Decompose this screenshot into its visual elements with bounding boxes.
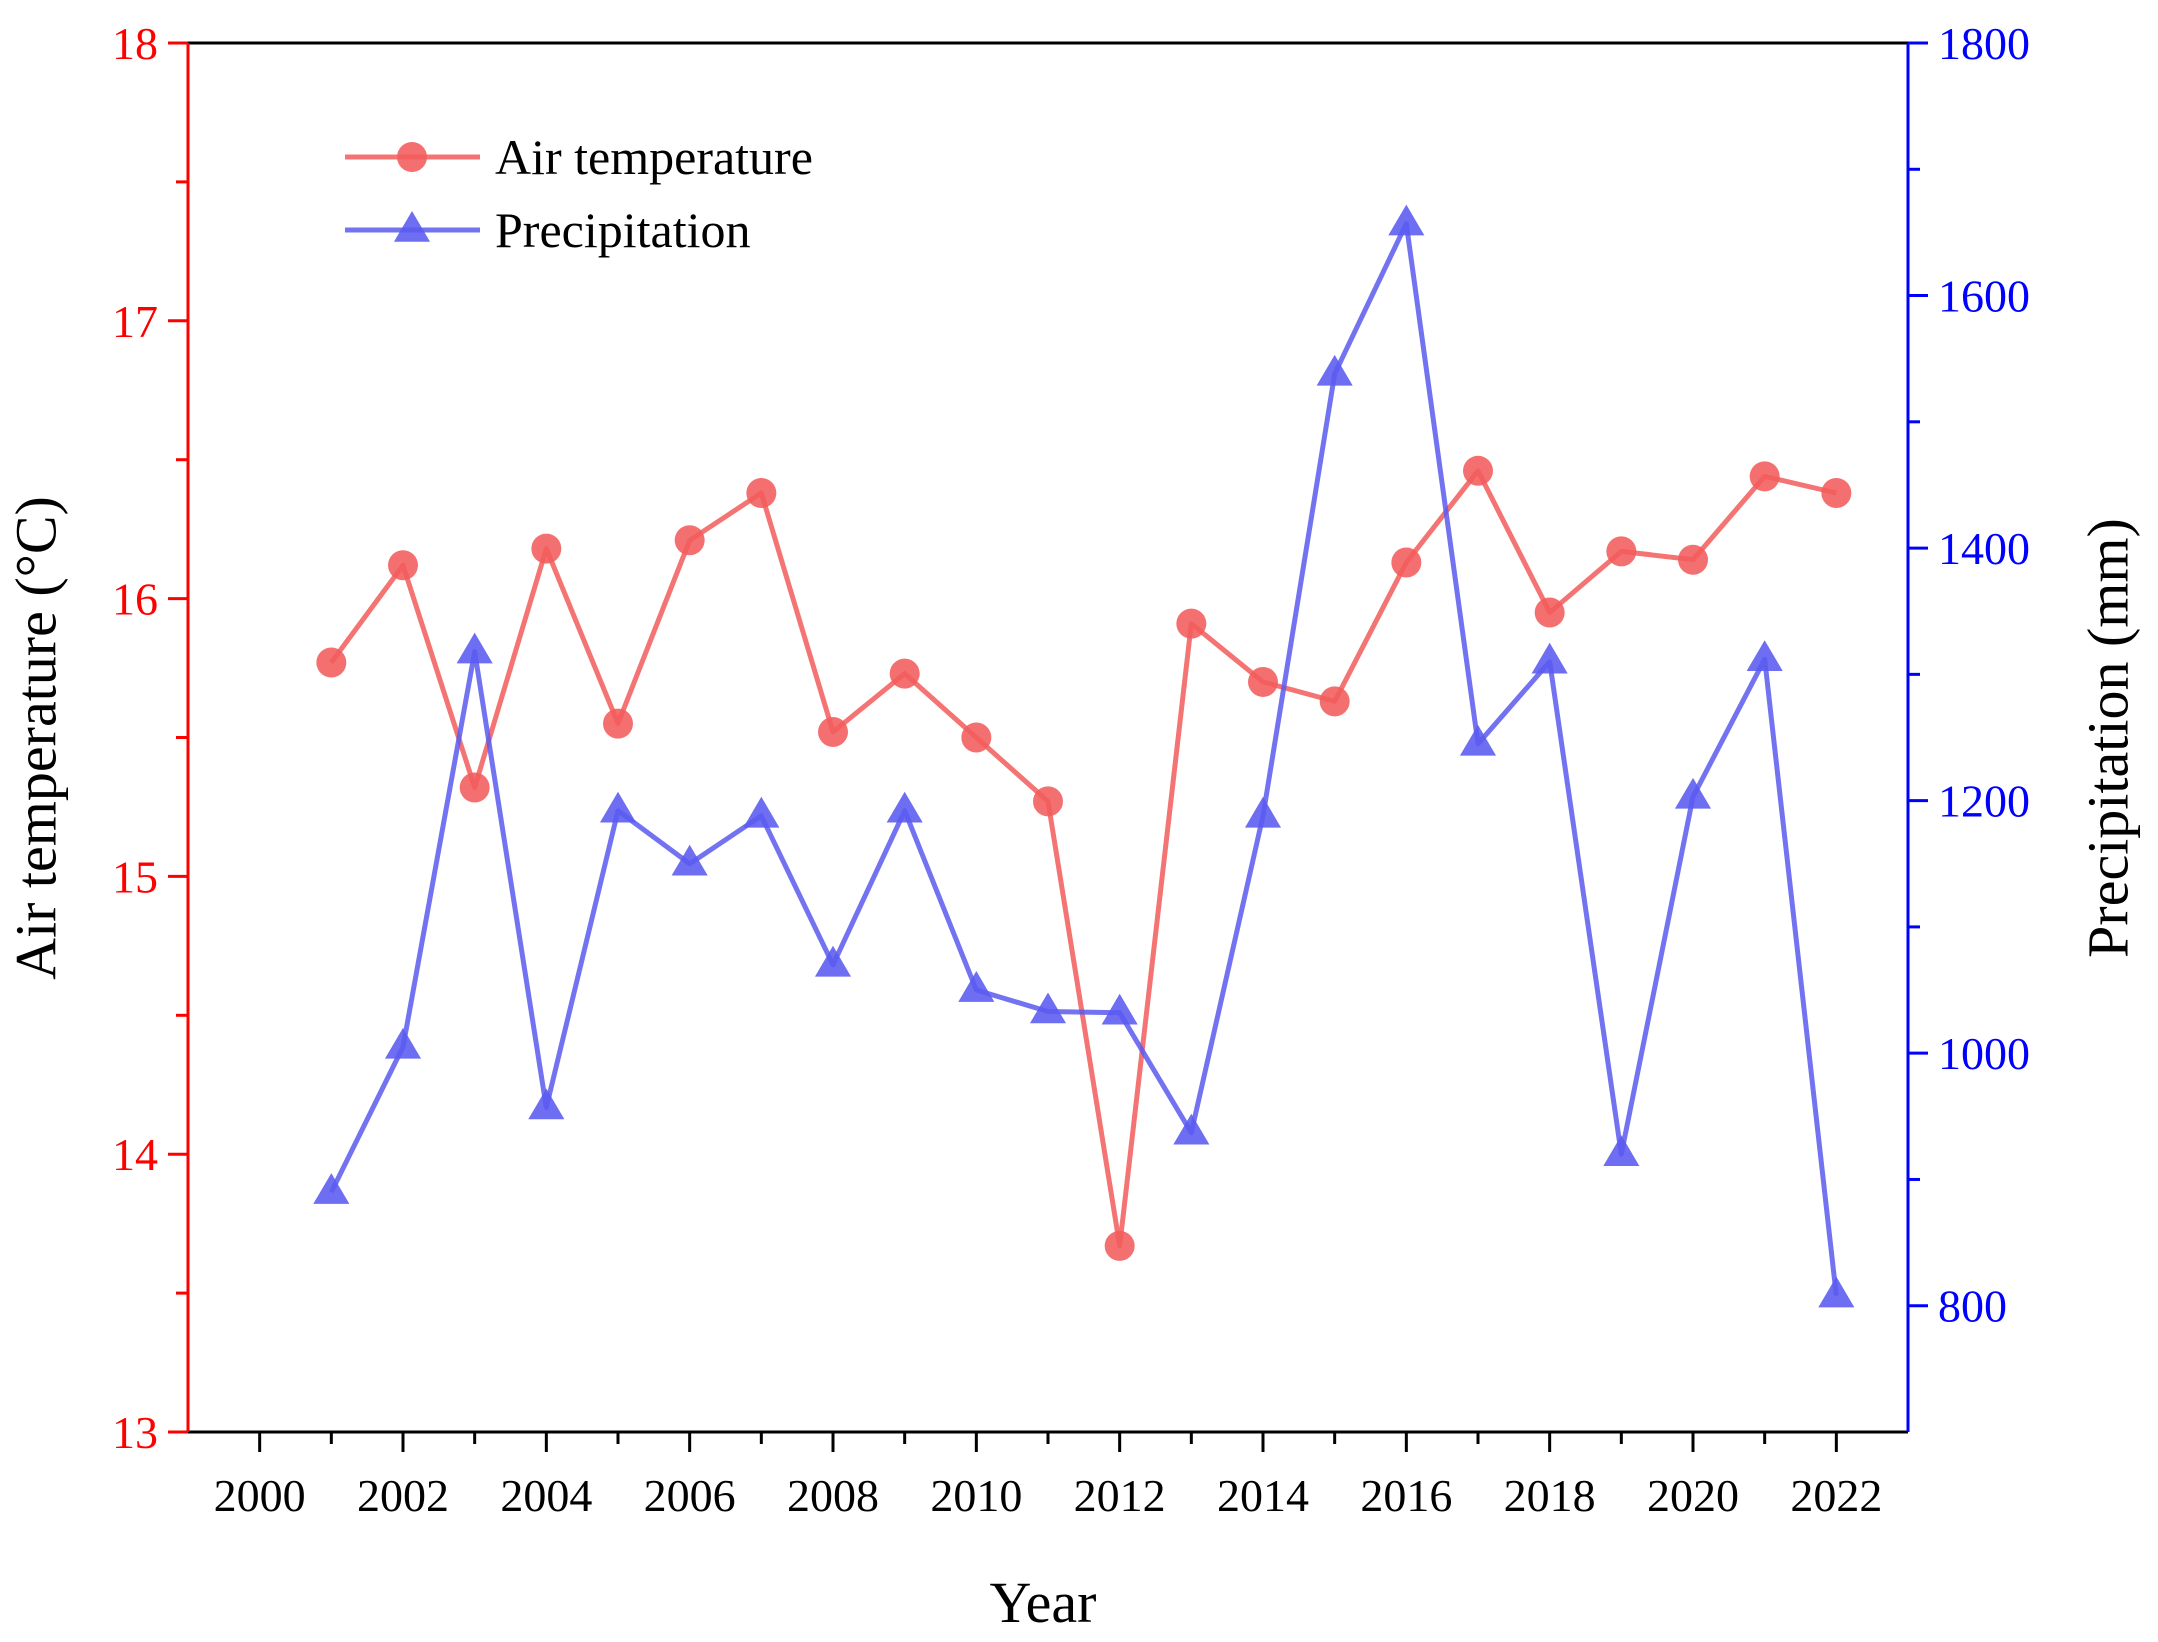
x-tick-label: 2012 xyxy=(1074,1470,1166,1521)
point-air-temperature-2015 xyxy=(1319,686,1350,717)
point-precipitation-2005 xyxy=(599,791,637,823)
point-precipitation-2019 xyxy=(1603,1135,1640,1166)
point-air-temperature-2020 xyxy=(1678,544,1708,575)
point-precipitation-2008 xyxy=(814,945,852,977)
x-tick-label: 2010 xyxy=(930,1470,1022,1521)
point-precipitation-2020 xyxy=(1674,777,1712,809)
x-tick-label: 2018 xyxy=(1504,1470,1596,1521)
x-tick-label: 2000 xyxy=(214,1470,306,1521)
point-precipitation-2009 xyxy=(886,791,923,823)
point-precipitation-2022 xyxy=(1818,1276,1855,1308)
left-tick-label: 15 xyxy=(112,851,158,902)
right-y-axis-ticks: 800 1000 1200 1400 1600 1800 xyxy=(1908,18,2030,1332)
point-precipitation-2014 xyxy=(1244,796,1282,828)
series-line-air-temperature xyxy=(329,468,1837,1249)
point-air-temperature-2012 xyxy=(1104,1230,1135,1261)
left-tick-label: 16 xyxy=(112,574,158,625)
point-precipitation-2001 xyxy=(313,1173,350,1204)
x-tick-label: 2016 xyxy=(1360,1470,1452,1521)
left-y-axis-title: Air temperature (°C) xyxy=(3,496,68,980)
left-tick-label: 13 xyxy=(112,1407,158,1458)
x-tick-label: 2014 xyxy=(1217,1470,1309,1521)
point-air-temperature-2022 xyxy=(1821,478,1852,509)
right-tick-label: 1800 xyxy=(1938,18,2030,69)
point-precipitation-2013 xyxy=(1173,1113,1210,1145)
x-tick-label: 2022 xyxy=(1790,1470,1882,1521)
x-tick-label: 2004 xyxy=(500,1470,592,1521)
point-precipitation-2002 xyxy=(384,1027,422,1059)
legend-label-precipitation: Precipitation xyxy=(495,202,751,258)
point-air-temperature-2011 xyxy=(1033,786,1063,817)
right-tick-label: 1000 xyxy=(1938,1028,2030,1079)
x-tick-label: 2008 xyxy=(787,1470,879,1521)
point-precipitation-2021 xyxy=(1746,640,1783,671)
legend-label-air-temperature: Air temperature xyxy=(495,129,813,185)
series-layer xyxy=(313,204,1855,1308)
point-air-temperature-2014 xyxy=(1248,666,1278,697)
point-precipitation-2010 xyxy=(958,971,995,1002)
point-air-temperature-2005 xyxy=(603,708,633,739)
left-tick-label: 14 xyxy=(112,1129,158,1180)
x-tick-label: 2002 xyxy=(357,1470,449,1521)
point-air-temperature-2004 xyxy=(531,533,562,564)
point-precipitation-2016 xyxy=(1388,204,1425,236)
point-air-temperature-2007 xyxy=(746,478,777,509)
point-air-temperature-2001 xyxy=(316,647,347,678)
point-air-temperature-2002 xyxy=(388,550,418,581)
point-air-temperature-2021 xyxy=(1749,461,1780,492)
legend: Air temperature Precipitation xyxy=(345,129,813,258)
point-air-temperature-2013 xyxy=(1176,608,1207,639)
point-precipitation-2004 xyxy=(528,1088,565,1120)
point-air-temperature-2018 xyxy=(1534,597,1565,628)
point-precipitation-2017 xyxy=(1459,724,1497,756)
point-air-temperature-2003 xyxy=(459,772,490,803)
plot-frame xyxy=(186,41,1910,1434)
point-precipitation-2011 xyxy=(1029,992,1067,1024)
right-y-axis-title: Precipitation (mm) xyxy=(2075,518,2140,958)
point-air-temperature-2019 xyxy=(1606,536,1637,567)
x-tick-label: 2006 xyxy=(644,1470,736,1521)
point-air-temperature-2006 xyxy=(674,525,705,556)
point-air-temperature-2016 xyxy=(1391,547,1422,578)
point-precipitation-2003 xyxy=(456,632,493,664)
left-y-axis-ticks: 13 14 15 16 17 18 xyxy=(112,18,188,1458)
x-axis-title: Year xyxy=(990,1570,1097,1635)
x-tick-label: 2020 xyxy=(1647,1470,1739,1521)
point-air-temperature-2008 xyxy=(818,716,848,747)
point-precipitation-2015 xyxy=(1316,354,1353,386)
right-tick-label: 1600 xyxy=(1938,271,2030,322)
point-air-temperature-2009 xyxy=(889,658,920,689)
series-line-precipitation xyxy=(329,221,1839,1296)
legend-marker-air-temperature xyxy=(397,142,427,172)
point-precipitation-2006 xyxy=(671,844,708,876)
left-tick-label: 18 xyxy=(112,18,158,69)
point-precipitation-2012 xyxy=(1101,993,1138,1025)
x-axis-ticks: 2000 2002 2004 2006 2008 2010 2012 2014 2016 2018… xyxy=(214,1432,1882,1521)
point-air-temperature-2010 xyxy=(961,722,992,753)
right-tick-label: 1200 xyxy=(1938,776,2030,827)
left-tick-label: 17 xyxy=(112,296,158,347)
right-tick-label: 1400 xyxy=(1938,523,2030,574)
point-precipitation-2007 xyxy=(743,796,780,828)
point-air-temperature-2017 xyxy=(1463,455,1493,486)
point-precipitation-2018 xyxy=(1531,642,1568,674)
legend-marker-precipitation xyxy=(393,211,431,242)
right-tick-label: 800 xyxy=(1938,1281,2007,1332)
